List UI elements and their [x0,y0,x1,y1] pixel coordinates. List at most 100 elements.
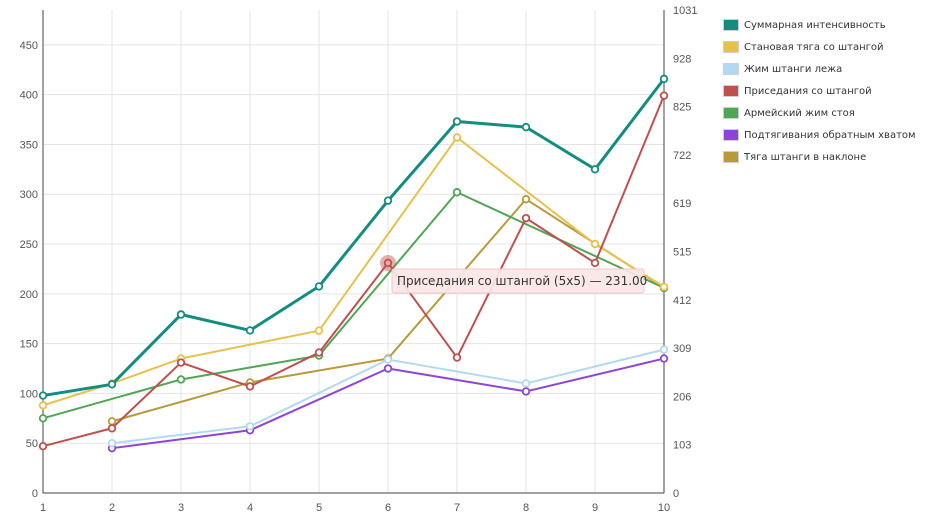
legend-swatch [723,151,739,163]
data-point[interactable] [452,133,462,142]
legend-item[interactable]: Подтягивания обратным хватом [723,124,916,146]
data-point[interactable] [659,74,669,84]
right-tick-label: 103 [673,440,691,452]
x-axis-ticks: 1 2 3 4 5 6 7 8 9 10 [40,502,670,514]
left-tick-label: 150 [20,339,38,351]
left-tick-label: 300 [20,189,38,201]
data-point[interactable] [383,355,393,364]
tooltip-text: Приседания со штангой (5x5) — 231.00 [397,274,647,288]
series-group [38,74,669,453]
x-tick-label: 3 [178,502,184,514]
data-point[interactable] [107,417,117,426]
legend-swatch [723,129,739,141]
data-point[interactable] [38,414,48,423]
legend-label: Приседания со штангой [744,85,872,97]
data-point[interactable] [314,282,324,291]
series-0 [38,74,669,400]
right-tick-label: 1031 [673,5,697,17]
data-point[interactable] [659,282,669,292]
data-point[interactable] [521,213,531,223]
right-tick-label: 619 [673,198,691,210]
left-axis-ticks: 0 50 100 150 200 250 300 350 400 450 [20,40,38,500]
data-point[interactable] [659,354,669,363]
data-point[interactable] [659,91,669,100]
data-point[interactable] [590,165,600,174]
series-3 [38,91,669,451]
left-tick-label: 350 [20,139,38,151]
data-point[interactable] [176,375,186,384]
data-point[interactable] [314,348,324,357]
x-tick-label: 1 [40,502,46,514]
series-line [42,95,665,448]
legend-item[interactable]: Становая тяга со штангой [723,36,916,58]
data-point[interactable] [38,401,48,410]
x-tick-label: 7 [454,502,460,514]
data-point[interactable] [314,326,324,335]
data-point[interactable] [452,117,462,126]
legend-swatch [723,19,739,31]
x-tick-label: 5 [316,502,322,514]
data-point[interactable] [107,380,117,389]
right-tick-label: 825 [673,102,691,114]
legend-item[interactable]: Тяга штанги в наклоне [723,146,916,168]
right-tick-label: 515 [673,247,691,259]
tooltip: Приседания со штангой (5x5) — 231.00 [380,254,647,294]
data-point[interactable] [452,188,462,197]
right-tick-label: 0 [673,488,679,500]
data-point[interactable] [590,258,600,268]
legend-item[interactable]: Жим штанги лежа [723,58,916,80]
legend-swatch [723,63,739,75]
legend-label: Подтягивания обратным хватом [744,129,916,141]
left-tick-label: 0 [32,488,38,500]
data-point[interactable] [38,391,48,400]
series-2 [107,345,669,448]
data-point[interactable] [38,441,48,451]
grid-lines [42,10,665,494]
x-tick-label: 4 [247,502,253,514]
data-point[interactable] [590,239,600,249]
data-point[interactable] [521,195,531,204]
tooltip-box [391,268,645,294]
data-point[interactable] [521,379,531,388]
legend: Суммарная интенсивность Становая тяга со … [723,14,916,168]
data-point[interactable] [245,326,255,335]
data-point[interactable] [245,382,255,391]
data-point[interactable] [521,122,531,132]
x-tick-label: 10 [658,502,670,514]
data-point[interactable] [176,358,186,367]
right-tick-label: 412 [673,295,691,307]
data-point[interactable] [383,196,393,205]
data-point[interactable] [659,345,669,354]
data-point[interactable] [245,422,255,431]
left-tick-label: 50 [26,438,38,450]
x-tick-label: 2 [109,502,115,514]
x-tick-label: 6 [385,502,391,514]
left-tick-label: 450 [20,40,38,52]
right-axis-ticks: 0 103 206 309 412 515 619 722 825 928 1031 [673,5,697,500]
left-tick-label: 200 [20,289,38,301]
legend-label: Жим штанги лежа [744,63,843,75]
data-point[interactable] [107,439,117,448]
data-point[interactable] [383,364,393,373]
legend-item[interactable]: Приседания со штангой [723,80,916,102]
series-4 [38,188,669,423]
hover-marker [380,254,396,271]
left-tick-label: 100 [20,388,38,400]
data-point[interactable] [383,258,393,268]
legend-label: Тяга штанги в наклоне [744,151,867,163]
x-tick-label: 9 [592,502,598,514]
legend-item[interactable]: Армейский жим стоя [723,102,916,124]
data-point[interactable] [176,310,186,319]
data-point[interactable] [452,353,462,362]
right-tick-label: 206 [673,391,691,403]
data-point[interactable] [107,424,117,433]
x-tick-label: 8 [523,502,529,514]
right-tick-label: 928 [673,53,691,65]
legend-label: Армейский жим стоя [744,107,855,119]
axes [42,10,665,494]
legend-label: Становая тяга со штангой [744,41,884,53]
left-tick-label: 250 [20,239,38,251]
legend-item[interactable]: Суммарная интенсивность [723,14,916,36]
data-point[interactable] [521,387,531,396]
